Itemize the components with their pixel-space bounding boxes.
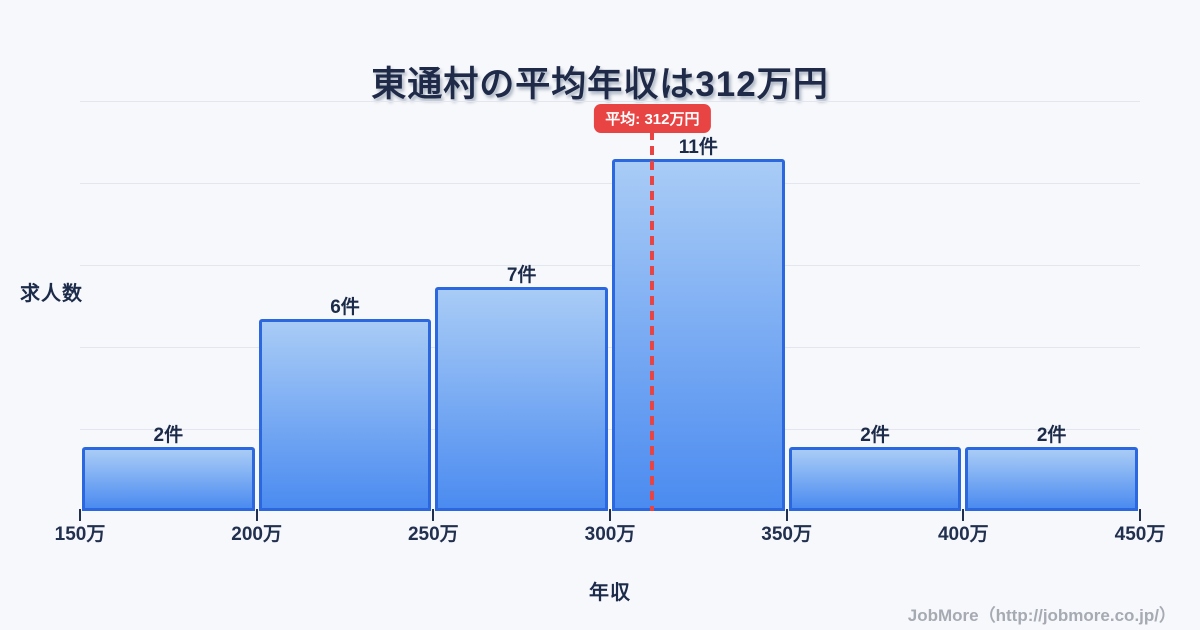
x-axis-tick (255, 509, 258, 521)
gridline (80, 183, 1140, 184)
histogram-bar (82, 447, 255, 511)
x-axis-tick-label: 300万 (584, 524, 636, 545)
x-axis-tick-label: 350万 (761, 524, 812, 545)
gridline (80, 347, 1140, 348)
x-axis-tick (785, 509, 788, 521)
chart-title: 東通村の平均年収は312万円 (371, 65, 829, 105)
gridline (80, 101, 1140, 102)
histogram-bar (965, 447, 1138, 511)
histogram-bar (258, 319, 432, 511)
x-axis-tick (1139, 509, 1141, 521)
x-axis-tick (609, 509, 611, 521)
bar-value-label: 6件 (330, 297, 360, 318)
histogram-bar (788, 447, 962, 511)
gridline (80, 265, 1140, 266)
histogram-bar (435, 287, 608, 511)
x-axis-label: 年収 (589, 582, 631, 604)
bar-value-label: 2件 (1036, 425, 1067, 446)
y-axis-label: 求人数 (20, 283, 83, 305)
histogram-bar (612, 159, 785, 511)
bar-value-label: 11件 (678, 137, 718, 158)
bar-value-label: 7件 (506, 265, 537, 286)
bar-value-label: 2件 (860, 425, 890, 446)
mean-line (650, 131, 655, 511)
gridline (80, 429, 1140, 430)
x-axis-tick-label: 400万 (937, 524, 989, 545)
x-axis-tick-label: 150万 (54, 524, 106, 545)
x-axis-tick (79, 509, 81, 521)
x-axis-tick (432, 509, 435, 521)
x-axis-tick (962, 509, 965, 521)
bar-value-label: 2件 (153, 425, 184, 446)
x-axis-tick-label: 200万 (231, 524, 282, 545)
footer-credit: JobMore（http://jobmore.co.jp/） (907, 606, 1176, 625)
mean-badge: 平均: 312万円 (594, 104, 711, 133)
x-axis-tick-label: 450万 (1114, 524, 1166, 545)
x-axis-tick-label: 250万 (407, 524, 459, 545)
